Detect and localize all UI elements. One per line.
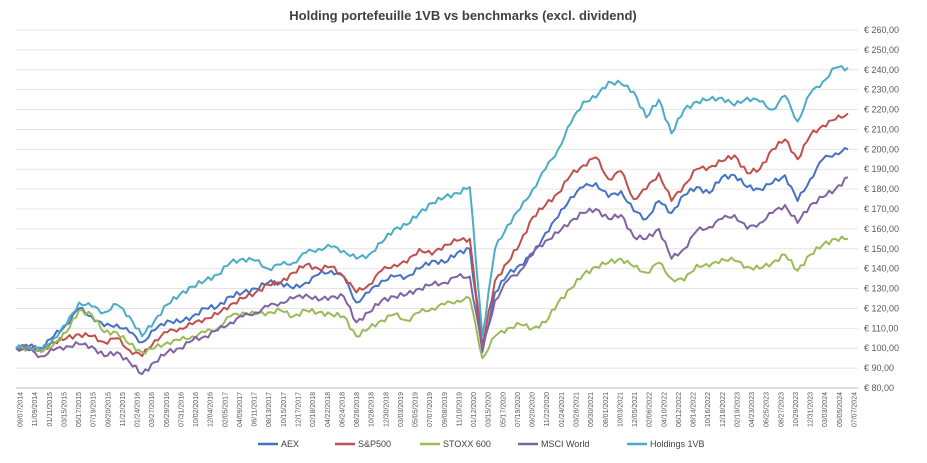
legend-label: AEX — [281, 439, 299, 449]
x-tick-label: 07/07/2024 — [852, 392, 859, 427]
x-tick-label: 06/11/2017 — [252, 392, 259, 427]
y-tick-label: € 240,00 — [864, 65, 899, 75]
x-tick-label: 09/07/2014 — [18, 392, 25, 427]
y-tick-label: € 210,00 — [864, 124, 899, 134]
y-tick-label: € 150,00 — [864, 244, 899, 254]
legend-label: S&P500 — [358, 439, 391, 449]
x-tick-label: 11/09/2014 — [32, 392, 39, 427]
x-tick-label: 01/11/2015 — [47, 392, 54, 427]
x-tick-label: 04/09/2017 — [237, 392, 244, 427]
y-tick-label: € 180,00 — [864, 184, 899, 194]
x-tick-label: 05/17/2015 — [76, 392, 83, 427]
x-tick-label: 04/22/2018 — [325, 392, 332, 427]
y-tick-label: € 130,00 — [864, 284, 899, 294]
x-tick-label: 09/08/2019 — [442, 392, 449, 427]
x-tick-label: 06/25/2023 — [764, 392, 771, 427]
y-tick-label: € 90,00 — [864, 363, 894, 373]
x-tick-label: 09/20/2020 — [530, 392, 537, 427]
x-tick-label: 08/27/2023 — [778, 392, 785, 427]
x-tick-label: 03/03/2024 — [822, 392, 829, 427]
x-tick-label: 10/03/2021 — [617, 392, 624, 427]
x-tick-label: 10/02/2016 — [193, 392, 200, 427]
x-tick-label: 07/07/2019 — [427, 392, 434, 427]
x-tick-label: 03/27/2016 — [149, 392, 156, 427]
x-tick-label: 03/15/2020 — [486, 392, 493, 427]
x-tick-label: 04/23/2023 — [749, 392, 756, 427]
y-tick-label: € 250,00 — [864, 45, 899, 55]
y-tick-label: € 190,00 — [864, 164, 899, 174]
x-tick-label: 01/24/2021 — [559, 392, 566, 427]
x-tick-label: 10/29/2023 — [793, 392, 800, 427]
x-tick-label: 08/26/2018 — [354, 392, 361, 427]
legend-label: Holdings 1VB — [650, 439, 705, 449]
x-tick-label: 03/03/2019 — [398, 392, 405, 427]
x-tick-label: 12/05/2021 — [632, 392, 639, 427]
x-tick-label: 05/30/2021 — [588, 392, 595, 427]
legend: AEX S&P500 STOXX 600 MSCI World Holdings 1VB — [258, 439, 705, 449]
y-tick-label: € 170,00 — [864, 204, 899, 214]
x-tick-label: 02/06/2022 — [647, 392, 654, 427]
y-axis: € 80,00 € 90,00 € 100,00 € 110,00 € 120,00 € … — [864, 25, 899, 393]
x-tick-label: 03/15/2015 — [61, 392, 68, 427]
y-tick-label: € 200,00 — [864, 144, 899, 154]
y-tick-label: € 220,00 — [864, 105, 899, 115]
x-tick-label: 07/19/2020 — [515, 392, 522, 427]
x-tick-label: 05/17/2020 — [500, 392, 507, 427]
x-tick-label: 08/14/2022 — [691, 392, 698, 427]
x-tick-label: 11/22/2020 — [544, 392, 551, 427]
x-tick-label: 04/10/2022 — [661, 392, 668, 427]
series-line-holdings-1vb — [15, 65, 849, 352]
series-line-s-p500 — [15, 112, 849, 358]
x-tick-label: 07/19/2015 — [91, 392, 98, 427]
legend-label: MSCI World — [541, 439, 589, 449]
x-tick-label: 02/19/2023 — [734, 392, 741, 427]
x-tick-label: 07/31/2016 — [178, 392, 185, 427]
legend-label: STOXX 600 — [443, 439, 491, 449]
x-tick-label: 12/17/2017 — [296, 392, 303, 427]
x-tick-label: 05/05/2019 — [413, 392, 420, 427]
y-tick-label: € 100,00 — [864, 343, 899, 353]
x-tick-label: 05/05/2024 — [837, 392, 844, 427]
x-tick-label: 05/29/2016 — [164, 392, 171, 427]
x-tick-label: 01/24/2016 — [135, 392, 142, 427]
x-axis: 09/07/2014 11/09/2014 01/11/2015 03/15/2015… — [16, 387, 859, 427]
y-tick-label: € 140,00 — [864, 264, 899, 274]
x-tick-label: 09/20/2015 — [105, 392, 112, 427]
x-tick-label: 10/15/2017 — [281, 392, 288, 427]
y-tick-label: € 260,00 — [864, 25, 899, 35]
y-tick-label: € 230,00 — [864, 85, 899, 95]
x-tick-label: 11/10/2019 — [456, 392, 463, 427]
x-tick-label: 08/01/2021 — [603, 392, 610, 427]
series-line-msci-world — [15, 176, 849, 376]
x-tick-label: 10/28/2018 — [369, 392, 376, 427]
y-tick-label: € 110,00 — [864, 323, 898, 333]
chart-title: Holding portefeuille 1VB vs benchmarks (… — [289, 8, 636, 23]
x-tick-label: 12/04/2016 — [208, 392, 215, 427]
x-tick-label: 12/18/2022 — [720, 392, 727, 427]
y-tick-label: € 80,00 — [864, 383, 894, 393]
x-tick-label: 03/28/2021 — [574, 392, 581, 427]
x-tick-label: 12/30/2018 — [383, 392, 390, 427]
x-tick-label: 12/31/2023 — [808, 392, 815, 427]
x-tick-label: 10/16/2022 — [705, 392, 712, 427]
gridlines — [16, 29, 858, 389]
x-tick-label: 06/24/2018 — [339, 392, 346, 427]
series-line-stoxx-600 — [15, 235, 849, 360]
series-line-aex — [15, 147, 849, 354]
y-tick-label: € 160,00 — [864, 224, 899, 234]
x-tick-label: 02/05/2017 — [222, 392, 229, 427]
x-tick-label: 02/18/2018 — [310, 392, 317, 427]
series-lines — [15, 65, 849, 376]
x-tick-label: 06/12/2022 — [676, 392, 683, 427]
x-tick-label: 01/12/2020 — [471, 392, 478, 427]
x-tick-label: 11/22/2015 — [120, 392, 127, 427]
x-tick-label: 08/13/2017 — [266, 392, 273, 427]
y-tick-label: € 120,00 — [864, 303, 899, 313]
